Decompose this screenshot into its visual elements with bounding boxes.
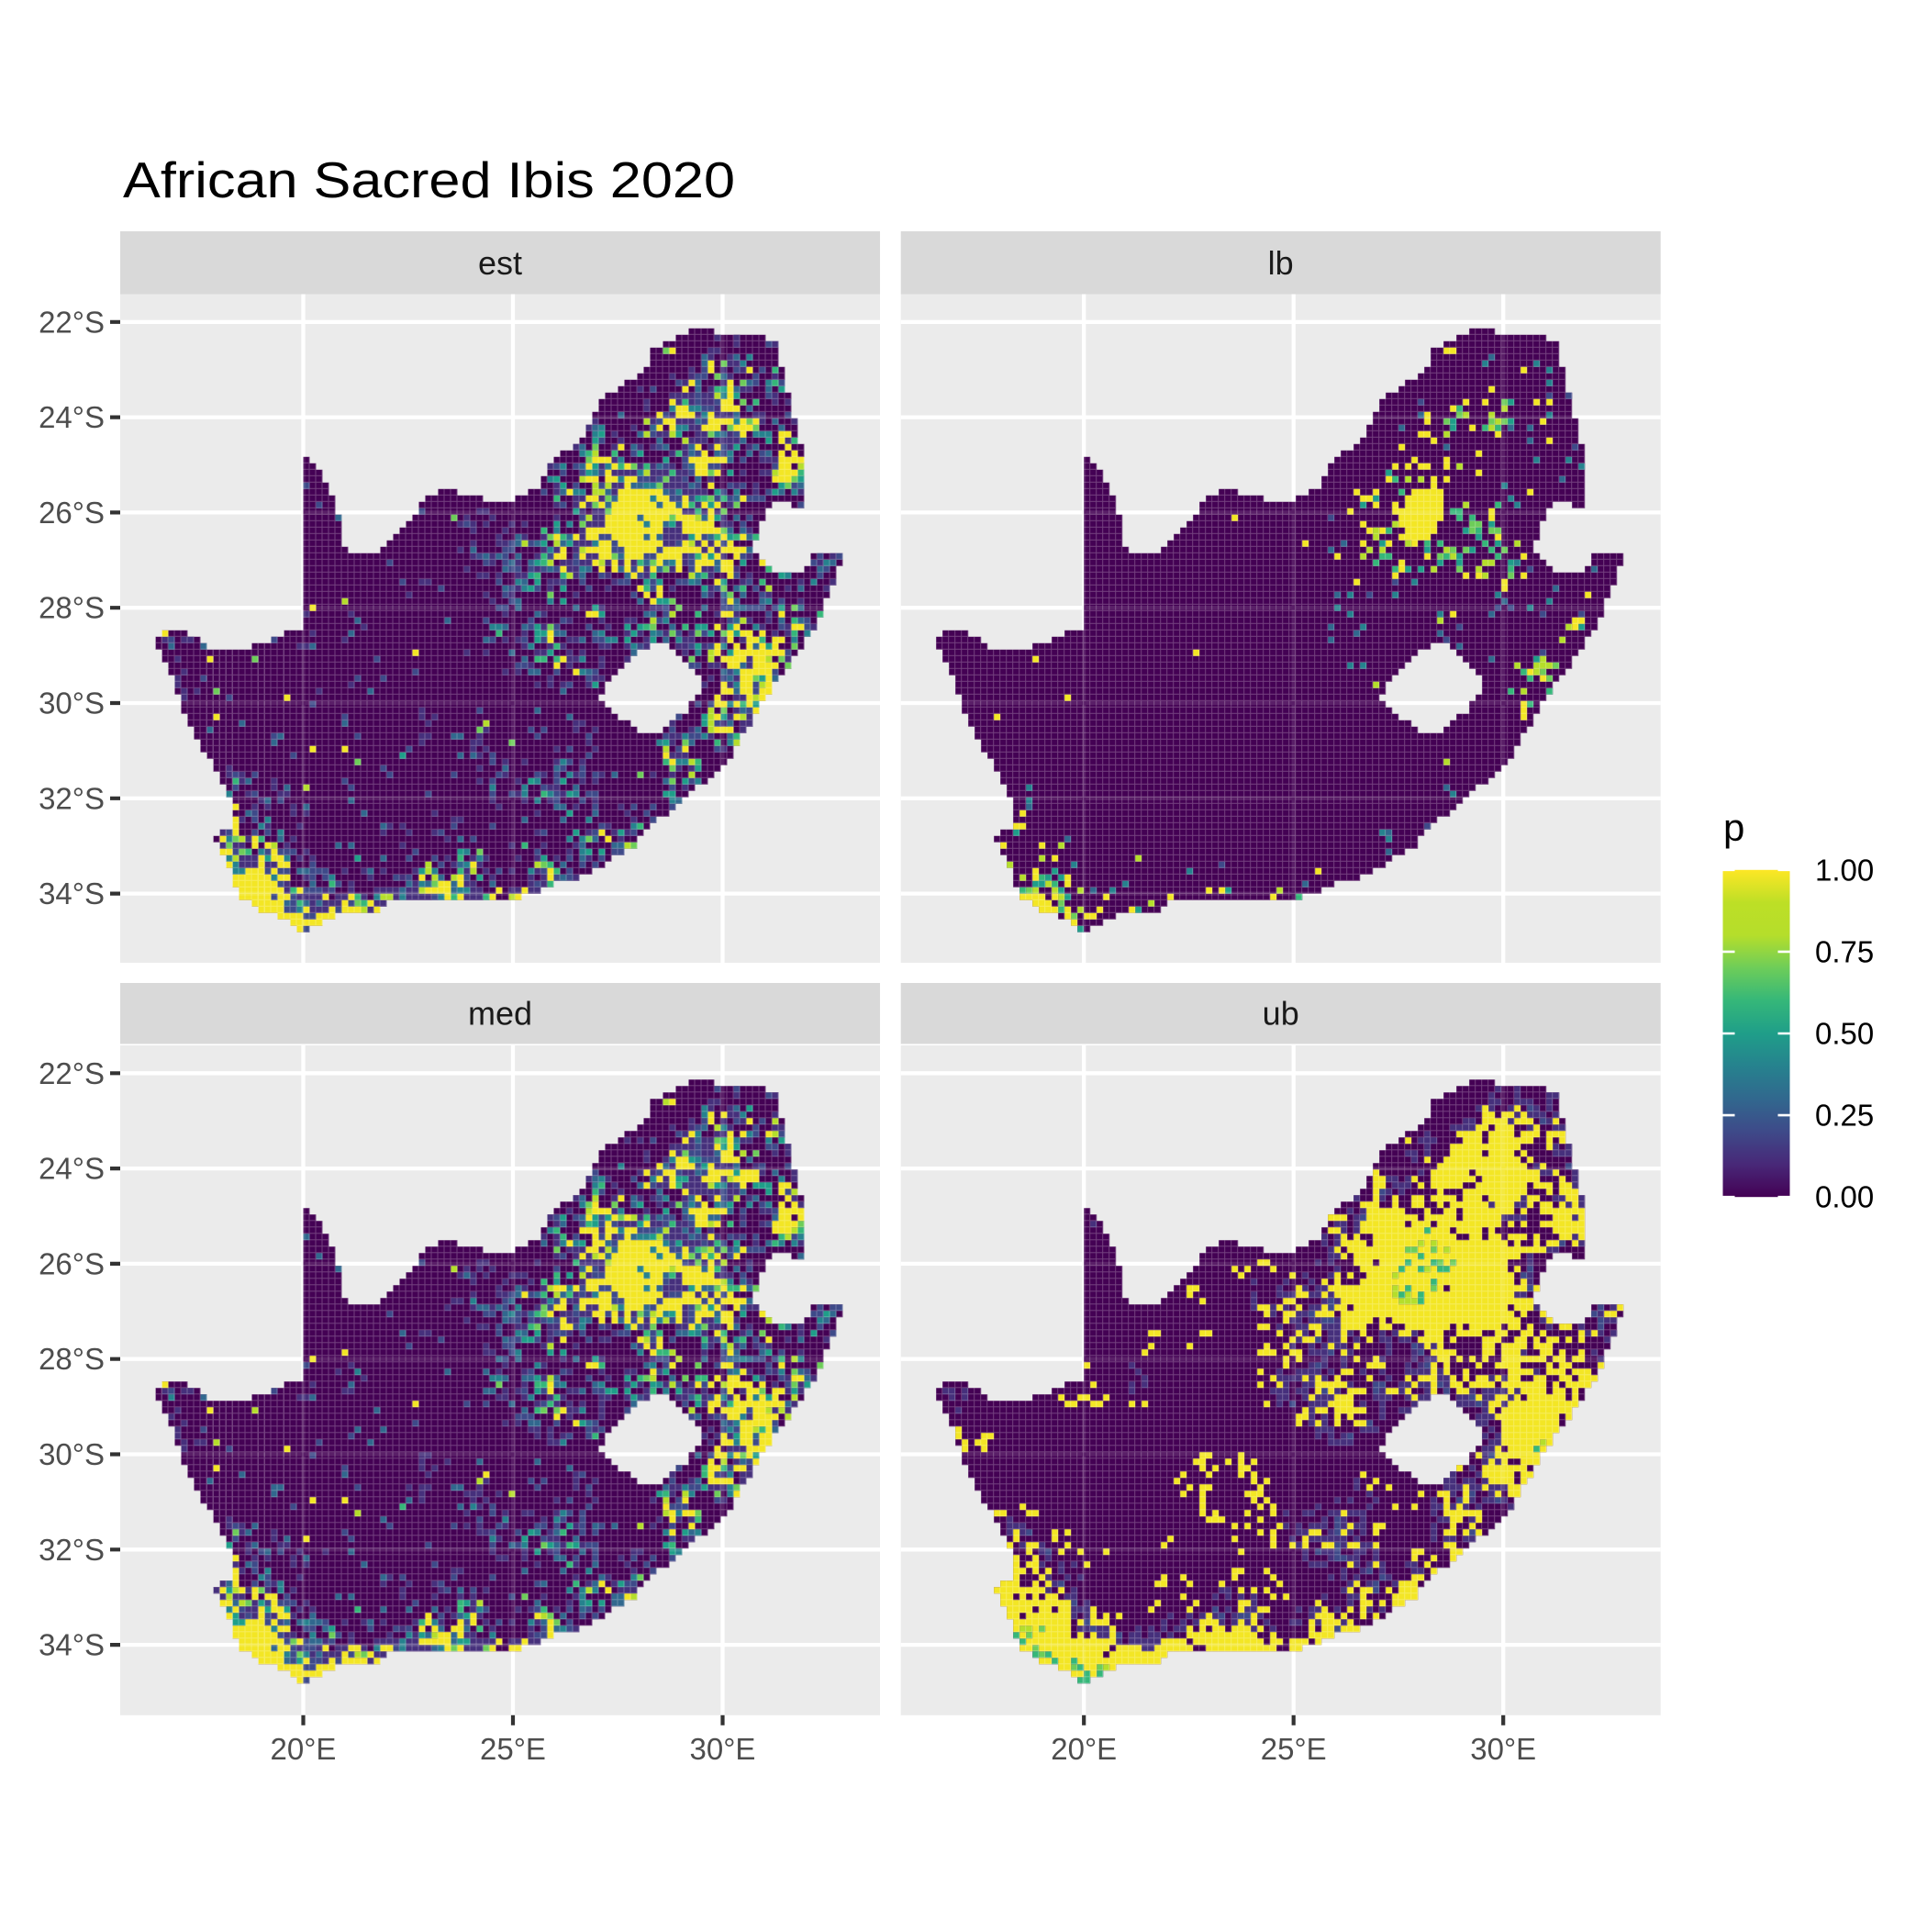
svg-text:med: med [468, 995, 532, 1033]
svg-text:24°S: 24°S [39, 400, 105, 434]
svg-text:28°S: 28°S [39, 1342, 105, 1376]
svg-text:25°E: 25°E [480, 1732, 546, 1766]
svg-text:1.00: 1.00 [1815, 853, 1874, 887]
svg-text:0.25: 0.25 [1815, 1099, 1874, 1133]
svg-text:lb: lb [1268, 244, 1294, 282]
svg-text:26°S: 26°S [39, 496, 105, 530]
svg-text:24°S: 24°S [39, 1152, 105, 1186]
svg-text:30°S: 30°S [39, 1437, 105, 1471]
svg-text:African Sacred Ibis 2020: African Sacred Ibis 2020 [123, 151, 735, 208]
svg-text:30°E: 30°E [690, 1732, 756, 1766]
svg-text:34°S: 34°S [39, 1628, 105, 1662]
svg-text:30°E: 30°E [1470, 1732, 1536, 1766]
svg-text:20°E: 20°E [1051, 1732, 1117, 1766]
svg-text:p: p [1723, 806, 1744, 849]
svg-text:0.75: 0.75 [1815, 934, 1874, 968]
svg-text:32°S: 32°S [39, 781, 105, 815]
svg-text:22°S: 22°S [39, 1056, 105, 1090]
svg-text:0.00: 0.00 [1815, 1180, 1874, 1214]
svg-text:26°S: 26°S [39, 1246, 105, 1280]
svg-text:22°S: 22°S [39, 305, 105, 339]
svg-text:0.50: 0.50 [1815, 1017, 1874, 1051]
svg-text:ub: ub [1263, 995, 1299, 1033]
svg-text:25°E: 25°E [1261, 1732, 1327, 1766]
svg-text:32°S: 32°S [39, 1533, 105, 1567]
svg-text:20°E: 20°E [271, 1732, 337, 1766]
svg-text:30°S: 30°S [39, 687, 105, 720]
svg-text:34°S: 34°S [39, 877, 105, 910]
svg-text:est: est [478, 244, 522, 282]
svg-text:28°S: 28°S [39, 591, 105, 625]
